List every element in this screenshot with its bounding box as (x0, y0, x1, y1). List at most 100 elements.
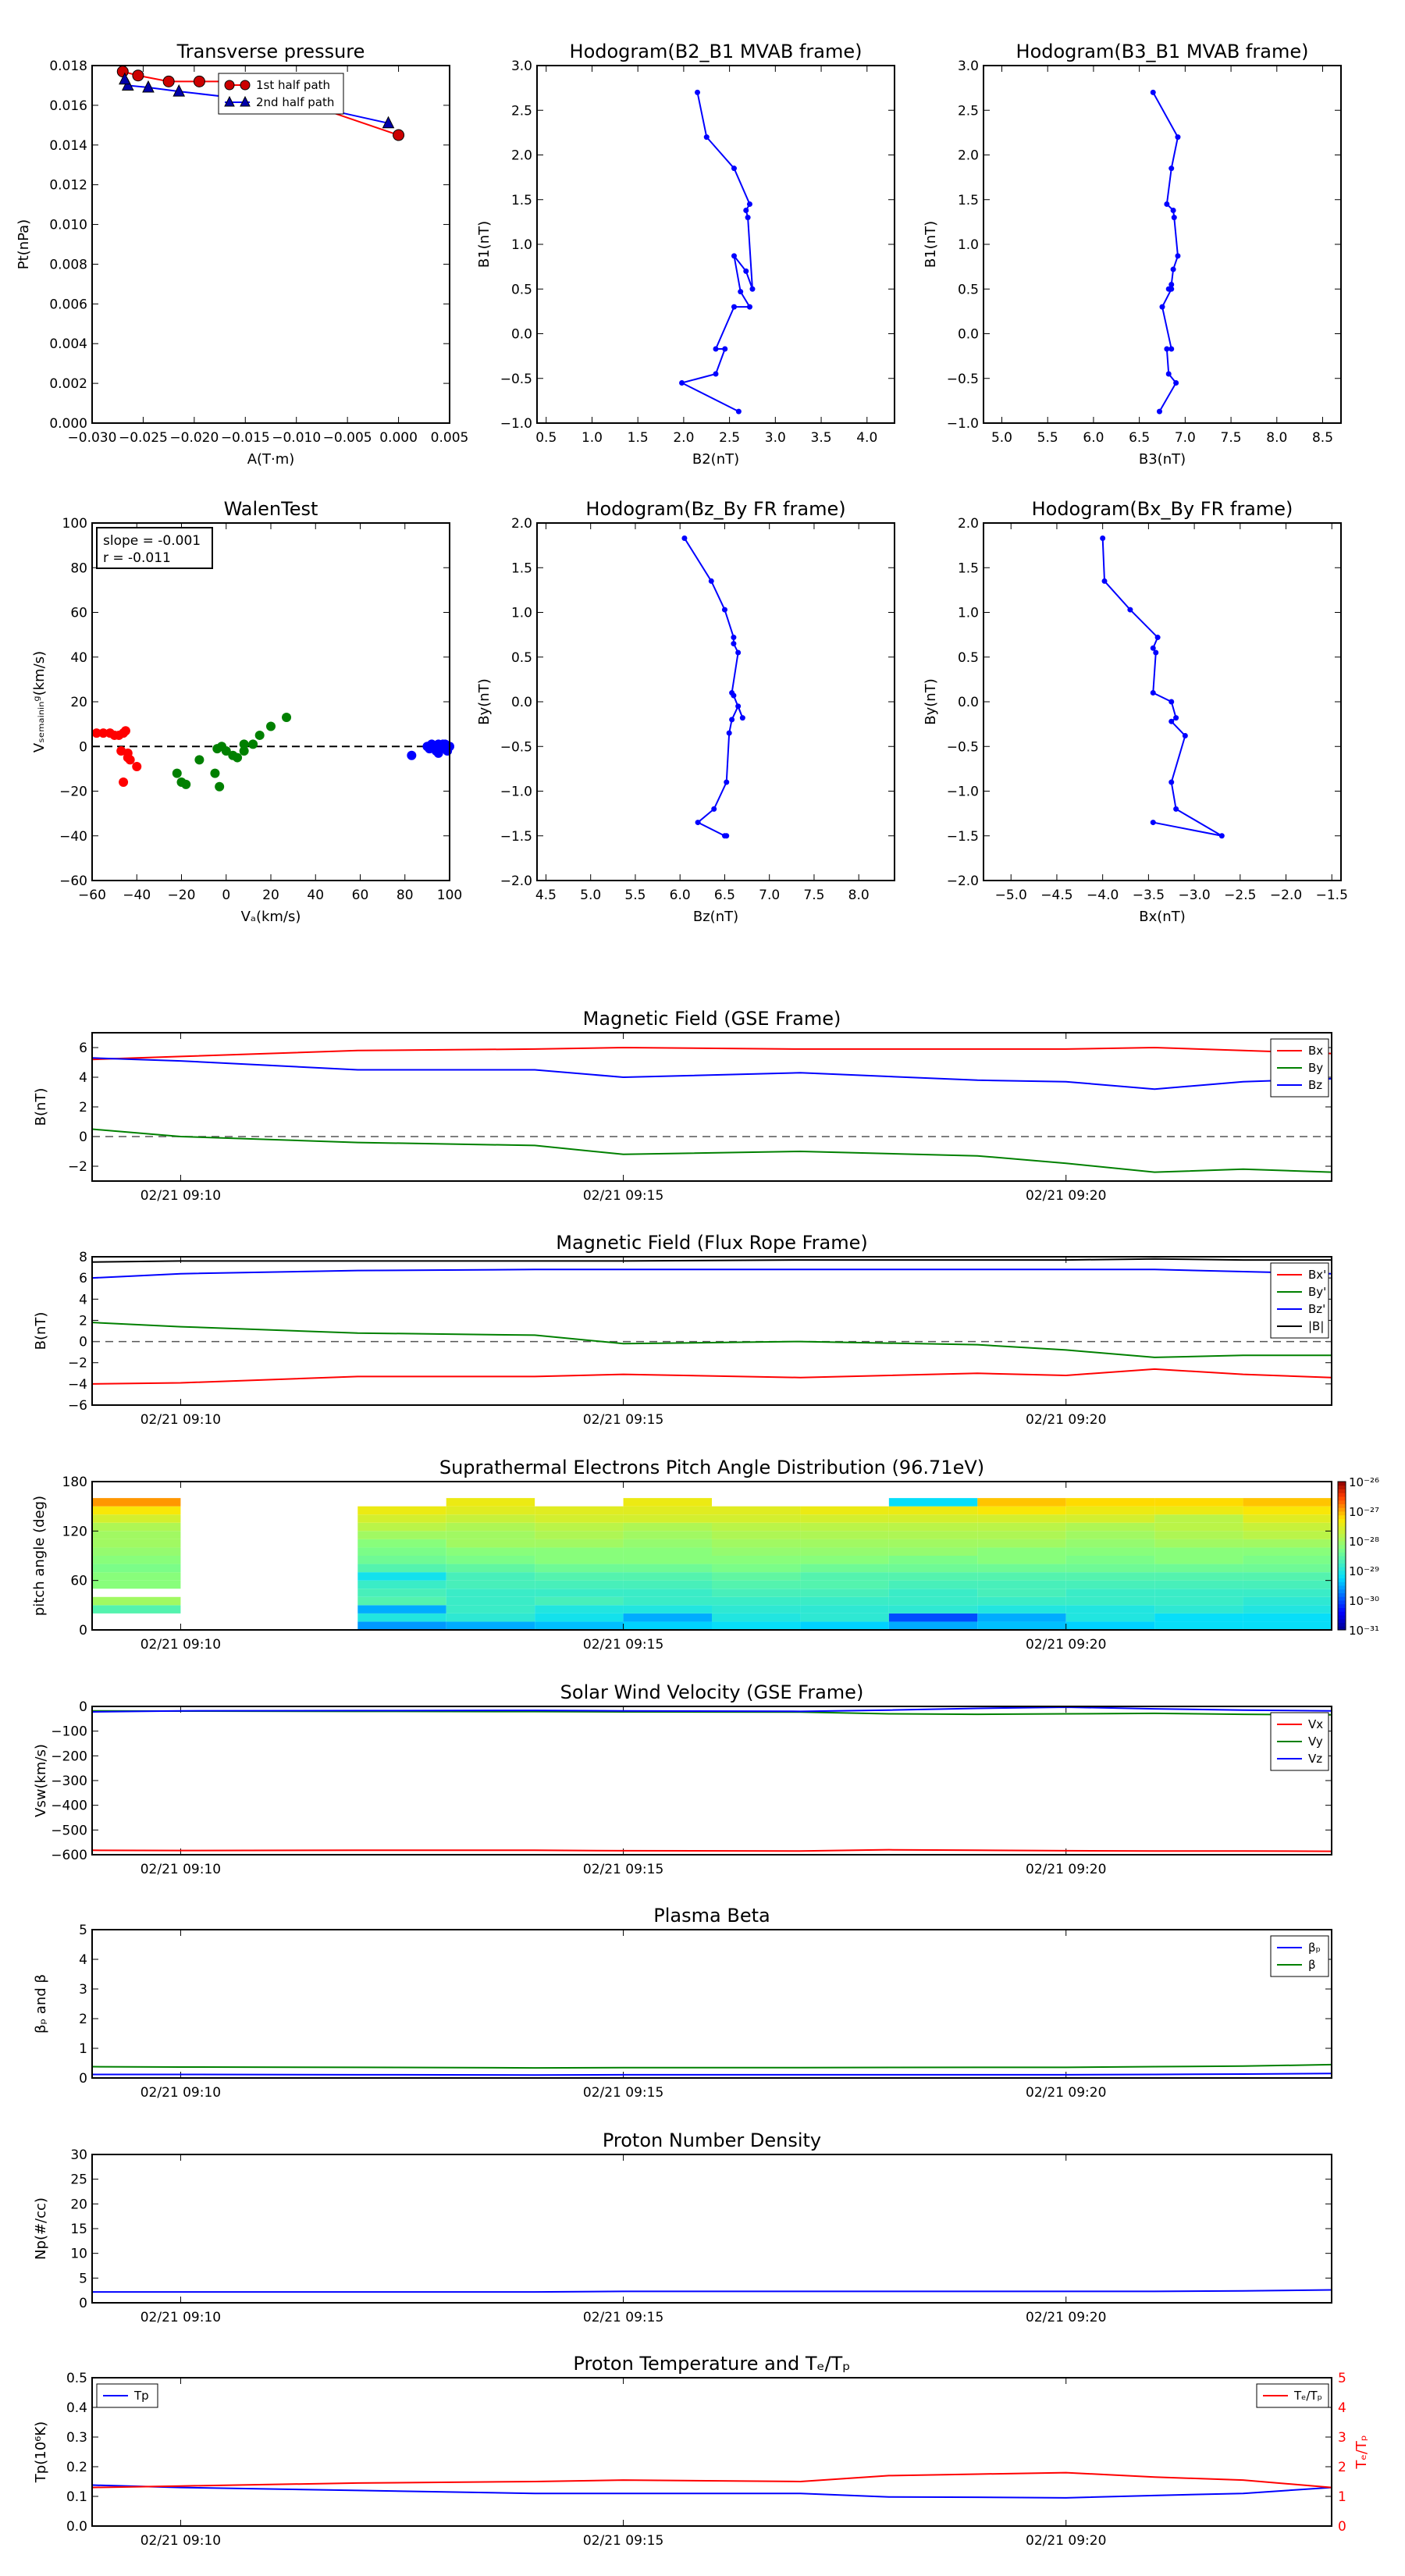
x-tick-label: 5.0 (991, 430, 1012, 446)
heatmap-cell (623, 1613, 712, 1622)
heatmap-cell (800, 1589, 889, 1597)
y-axis-label: B1(nT) (476, 221, 493, 268)
chart-title: Solar Wind Velocity (GSE Frame) (560, 1681, 864, 1703)
data-point (1127, 607, 1133, 613)
data-point (1165, 371, 1172, 377)
data-point (681, 535, 688, 541)
y-tick-label: −60 (59, 873, 87, 889)
data-point (1150, 89, 1156, 95)
series-line (684, 537, 744, 837)
heatmap-cell (712, 1572, 801, 1581)
data-point (1150, 645, 1156, 651)
colorbar-segment (1338, 1582, 1346, 1586)
data-point (738, 289, 744, 295)
data-point (1159, 304, 1165, 310)
annotation-text: slope = -0.001 (103, 533, 201, 549)
colorbar-segment (1338, 1574, 1346, 1578)
heatmap-cell (977, 1605, 1066, 1614)
y-tick-label: −2.0 (947, 873, 979, 889)
series-line (91, 1368, 1332, 1385)
heatmap-cell (1154, 1547, 1243, 1556)
colorbar-segment (1338, 1559, 1346, 1564)
y-tick-label: −400 (51, 1799, 87, 1814)
x-tick-label: 02/21 09:20 (1026, 2085, 1106, 2101)
colorbar-frame (1337, 1481, 1346, 1631)
x-tick-label: −0.025 (119, 430, 168, 446)
data-point (1182, 733, 1188, 739)
x-tick-label: 02/21 09:15 (583, 1412, 663, 1428)
data-point (1164, 201, 1170, 207)
legend-marker (224, 95, 235, 107)
x-tick-label: 8.0 (1266, 430, 1287, 446)
colorbar-segment (1338, 1596, 1346, 1601)
chart-title: Suprathermal Electrons Pitch Angle Distr… (439, 1457, 984, 1478)
y-tick-label: 0.4 (66, 2400, 87, 2416)
heatmap-cell (800, 1613, 889, 1622)
legend-box (1270, 1935, 1329, 1977)
x-tick-label: 80 (397, 888, 414, 903)
plot-frame (91, 65, 450, 424)
x-tick-label: 20 (262, 888, 279, 903)
y-tick-label: −200 (51, 1749, 87, 1764)
y-tick-label: 0.008 (49, 257, 87, 272)
x-tick-label: 5.0 (580, 888, 601, 903)
heatmap-cell (977, 1506, 1066, 1515)
annotation-box (96, 527, 213, 569)
heatmap-cell (1243, 1605, 1332, 1614)
heatmap-cell (888, 1514, 978, 1523)
y-tick-label: 100 (62, 516, 87, 532)
heatmap-cell (446, 1522, 535, 1532)
heatmap-cell (1154, 1556, 1243, 1564)
y-tick-label: 0.5 (66, 2371, 87, 2386)
heatmap-cell (1154, 1514, 1243, 1523)
heatmap-cell (1243, 1589, 1332, 1597)
legend-label: βₚ (1308, 1941, 1321, 1955)
heatmap-cell (1243, 1556, 1332, 1564)
heatmap-cell (712, 1514, 801, 1523)
heatmap-cell (1154, 1572, 1243, 1581)
heatmap-cell (1154, 1522, 1243, 1532)
heatmap-cell (1243, 1514, 1332, 1523)
data-point (731, 165, 737, 172)
y-tick-label: −1.5 (947, 829, 979, 845)
y-tick-label: −20 (59, 785, 87, 800)
series-line (1101, 538, 1222, 837)
data-point (1168, 779, 1175, 785)
x-tick-label: −1.5 (1316, 888, 1348, 903)
data-point (724, 833, 730, 839)
heatmap-cell (800, 1596, 889, 1606)
x-tick-label: 02/21 09:15 (583, 1188, 663, 1204)
heatmap-cell (888, 1498, 978, 1507)
legend-label: |B| (1308, 1319, 1324, 1333)
heatmap-cell (888, 1572, 978, 1581)
x-tick-label: 0.5 (535, 430, 557, 446)
y-tick-label: 0 (79, 1699, 87, 1715)
heatmap-cell (623, 1580, 712, 1589)
heatmap-cell (357, 1605, 446, 1614)
heatmap-cell (977, 1613, 1066, 1622)
plot-frame (536, 65, 895, 424)
colorbar-segment (1338, 1556, 1346, 1560)
heatmap-cell (1065, 1564, 1155, 1573)
data-point (91, 728, 101, 738)
y-tick-label: 2.0 (511, 516, 532, 532)
heatmap-cell (977, 1547, 1066, 1556)
heatmap-cell (1243, 1498, 1332, 1507)
plot-frame (91, 1256, 1332, 1406)
y-axis-label: B(nT) (33, 1088, 49, 1126)
y-tick-label: 2.0 (958, 516, 979, 532)
data-point (210, 768, 220, 778)
heatmap-cell (535, 1522, 624, 1532)
colorbar-segment (1338, 1533, 1346, 1538)
x-tick-label: 02/21 09:15 (583, 1862, 663, 1877)
data-point (142, 80, 155, 93)
data-point (743, 268, 749, 274)
y-tick-label: 0 (79, 2296, 87, 2311)
data-point (679, 379, 685, 386)
plot-frame (91, 2154, 1332, 2304)
chart-title: WalenTest (224, 498, 318, 520)
series-line (92, 2289, 1332, 2293)
heatmap-cell (357, 1506, 446, 1515)
chart-t7: Proton Temperature and Tₑ/Tₚ 0.0 0.1 0.2 0.3… (33, 2353, 1370, 2549)
